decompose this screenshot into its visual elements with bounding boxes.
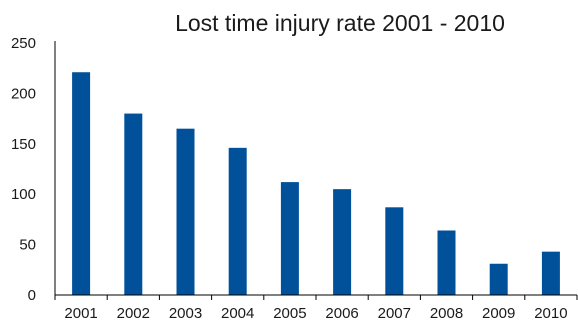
bar-2008 [437, 230, 456, 295]
bar-2003 [176, 128, 195, 295]
x-tick-label: 2010 [534, 305, 567, 322]
y-tick-label: 150 [11, 136, 36, 153]
x-tick-label: 2009 [482, 305, 515, 322]
bars-group [72, 72, 560, 295]
y-tick-label: 0 [28, 287, 36, 304]
x-tick-label: 2002 [117, 305, 150, 322]
bar-2002 [124, 113, 143, 295]
x-tick-label: 2006 [325, 305, 358, 322]
x-tick-label: 2001 [64, 305, 97, 322]
y-tick-label: 100 [11, 186, 36, 203]
bar-2006 [333, 189, 352, 295]
bar-2001 [72, 72, 91, 295]
x-tick-label: 2005 [273, 305, 306, 322]
y-tick-label: 250 [11, 35, 36, 52]
x-tick-label: 2004 [221, 305, 254, 322]
x-tick-label: 2007 [378, 305, 411, 322]
y-tick-label: 50 [19, 237, 36, 254]
bar-2005 [280, 182, 299, 295]
y-tick-label: 200 [11, 85, 36, 102]
x-tick-label: 2008 [430, 305, 463, 322]
y-axis-ticks: 0 50 100 150 200 250 [11, 35, 36, 304]
bar-2007 [385, 207, 404, 295]
bar-2004 [228, 147, 247, 295]
bar-2009 [489, 263, 508, 295]
bar-2010 [541, 251, 560, 295]
chart-title: Lost time injury rate 2001 - 2010 [175, 10, 505, 36]
x-tick-label: 2003 [169, 305, 202, 322]
x-axis-ticks: 2001 2002 2003 2004 2005 2006 2007 2008 2009 2010 [54, 295, 578, 322]
